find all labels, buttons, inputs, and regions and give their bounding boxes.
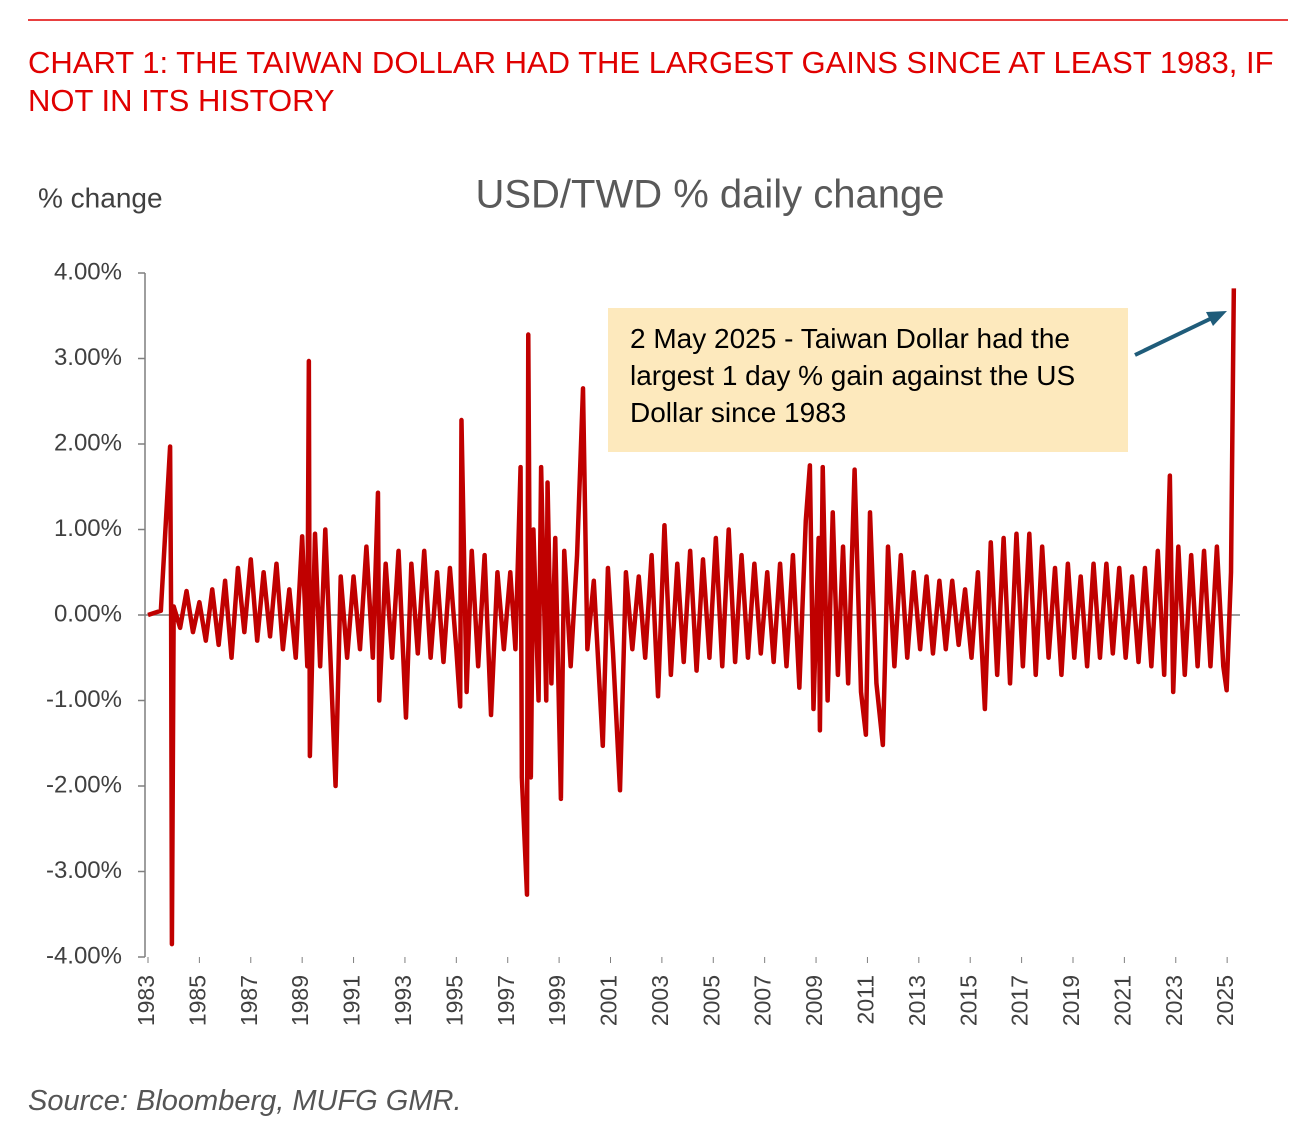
x-tick-label: 1989 [287, 975, 313, 1026]
x-tick-label: 2005 [698, 975, 724, 1026]
y-tick-label: -3.00% [46, 857, 122, 884]
x-tick-label: 2009 [801, 975, 827, 1026]
x-tick-label: 1991 [339, 975, 365, 1026]
y-tick-label: 4.00% [54, 258, 122, 285]
annotation-arrow [1134, 316, 1213, 357]
x-tick-label: 1999 [544, 975, 570, 1026]
y-tick-label: 1.00% [54, 515, 122, 542]
data-line [147, 288, 1237, 947]
x-tick-label: 2017 [1007, 975, 1033, 1026]
x-tick-label: 2021 [1109, 975, 1135, 1026]
y-tick-label: -4.00% [46, 942, 122, 969]
x-tick-label: 2023 [1161, 975, 1187, 1026]
y-tick-label: 0.00% [54, 600, 122, 627]
x-tick-label: 1985 [184, 975, 210, 1026]
y-axis-label: % change [38, 182, 163, 213]
x-tick-label: 2003 [647, 975, 673, 1026]
x-tick-label: 2025 [1212, 975, 1238, 1026]
annotation: 2 May 2025 - Taiwan Dollar had the large… [608, 308, 1128, 452]
x-tick-label: 2019 [1058, 975, 1084, 1026]
x-tick-label: 2001 [596, 975, 622, 1026]
y-tick-label: -2.00% [46, 771, 122, 798]
x-tick-label: 1983 [133, 975, 159, 1026]
source: Source: Bloomberg, MUFG GMR. [28, 1085, 462, 1117]
header-title: CHART 1: THE TAIWAN DOLLAR HAD THE LARGE… [28, 45, 1274, 118]
x-tick-label: 2013 [904, 975, 930, 1026]
x-tick-label: 2011 [853, 975, 879, 1024]
x-tick-label: 1987 [236, 975, 262, 1026]
annotation-arrowhead [1206, 311, 1227, 326]
y-tick-label: 2.00% [54, 429, 122, 456]
x-tick-label: 1997 [493, 975, 519, 1026]
y-tick-label: -1.00% [46, 686, 122, 713]
x-tick-label: 1993 [390, 975, 416, 1026]
y-tick-label: 3.00% [54, 344, 122, 371]
x-tick-label: 2015 [955, 975, 981, 1026]
x-tick-label: 2007 [750, 975, 776, 1026]
chart-title: USD/TWD % daily change [475, 173, 944, 217]
x-tick-label: 1995 [441, 975, 467, 1026]
